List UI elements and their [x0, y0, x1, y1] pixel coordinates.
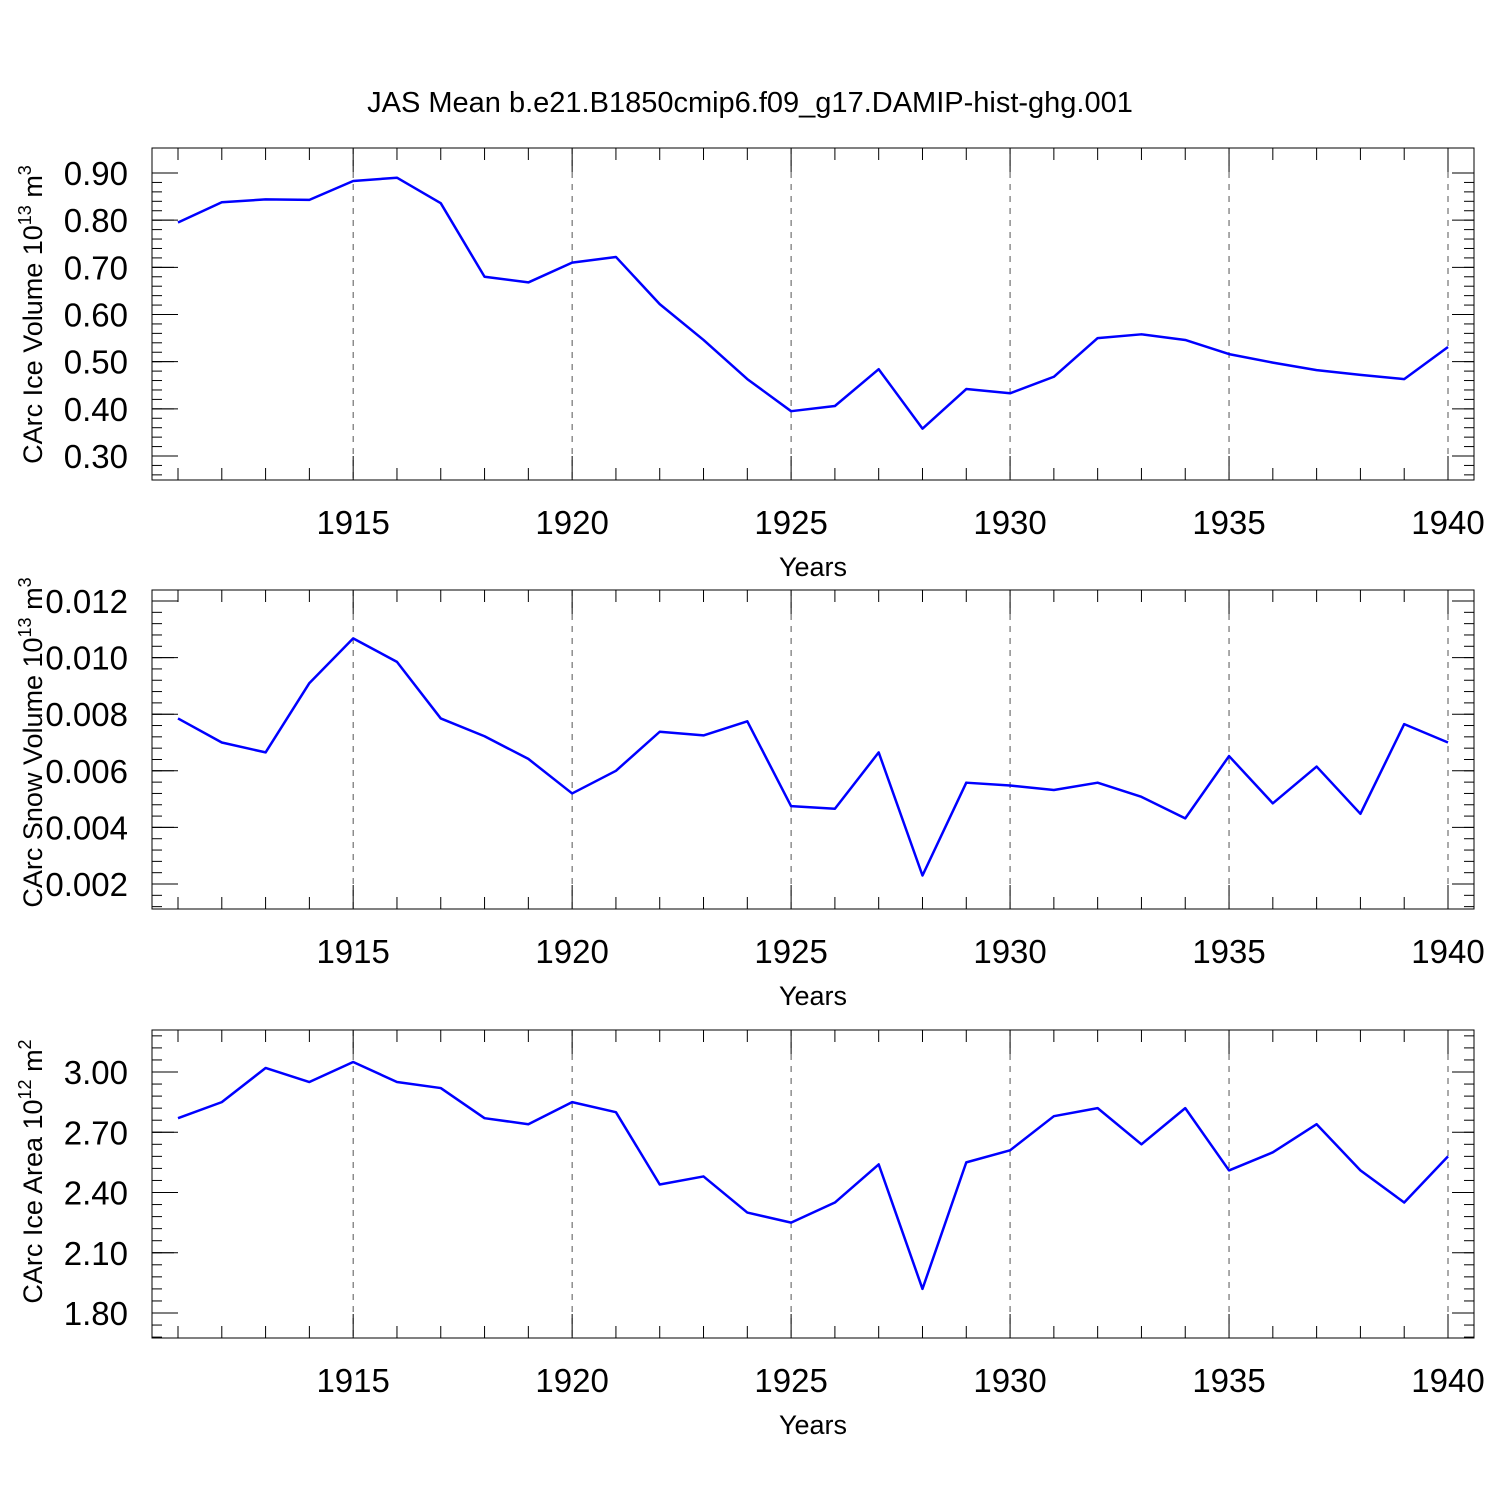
x-tick-label: 1915	[316, 504, 389, 541]
panel-frame	[151, 147, 1475, 481]
y-tick-label: 0.30	[64, 438, 128, 475]
y-axis-label: CArc Snow Volume 1013 m3	[15, 577, 48, 907]
x-tick-label: 1915	[316, 1362, 389, 1399]
y-tick-label: 0.008	[45, 696, 128, 733]
x-tick-label: 1920	[535, 504, 608, 541]
x-tick-label: 1940	[1411, 933, 1484, 970]
x-tick-label: 1940	[1411, 1362, 1484, 1399]
x-tick-label: 1920	[535, 1362, 608, 1399]
y-tick-label: 0.012	[45, 583, 128, 620]
x-tick-label: 1935	[1192, 1362, 1265, 1399]
series-line	[177, 176, 1449, 430]
x-tick-label: 1920	[535, 933, 608, 970]
y-tick-label: 3.00	[64, 1054, 128, 1091]
y-tick-label: 0.60	[64, 297, 128, 334]
y-tick-label: 0.010	[45, 640, 128, 677]
x-axis-label: Years	[779, 1410, 847, 1440]
x-tick-label: 1935	[1192, 504, 1265, 541]
panel-frame	[151, 589, 1475, 910]
series-line	[177, 1060, 1449, 1291]
series-line	[177, 637, 1449, 877]
y-tick-label: 0.002	[45, 866, 128, 903]
x-tick-label: 1930	[973, 504, 1046, 541]
panel-frame	[151, 1029, 1475, 1339]
y-tick-label: 1.80	[64, 1295, 128, 1332]
chart-title: JAS Mean b.e21.B1850cmip6.f09_g17.DAMIP-…	[367, 87, 1133, 119]
x-tick-label: 1935	[1192, 933, 1265, 970]
x-tick-label: 1940	[1411, 504, 1484, 541]
y-tick-label: 0.004	[45, 809, 128, 846]
x-tick-label: 1930	[973, 933, 1046, 970]
y-tick-label: 0.70	[64, 249, 128, 286]
x-tick-label: 1930	[973, 1362, 1046, 1399]
y-tick-label: 0.90	[64, 155, 128, 192]
y-tick-label: 0.40	[64, 391, 128, 428]
x-tick-label: 1915	[316, 933, 389, 970]
x-tick-label: 1925	[754, 933, 827, 970]
x-axis-label: Years	[779, 981, 847, 1011]
y-axis-label: CArc Ice Area 1012 m2	[15, 1039, 48, 1303]
y-tick-label: 2.40	[64, 1175, 128, 1212]
x-tick-label: 1925	[754, 1362, 827, 1399]
y-tick-label: 0.50	[64, 344, 128, 381]
y-tick-label: 0.006	[45, 753, 128, 790]
x-tick-label: 1925	[754, 504, 827, 541]
y-tick-label: 2.70	[64, 1114, 128, 1151]
y-tick-label: 2.10	[64, 1235, 128, 1272]
y-axis-label: CArc Ice Volume 1013 m3	[15, 165, 48, 464]
y-tick-label: 0.80	[64, 202, 128, 239]
x-axis-label: Years	[779, 552, 847, 582]
